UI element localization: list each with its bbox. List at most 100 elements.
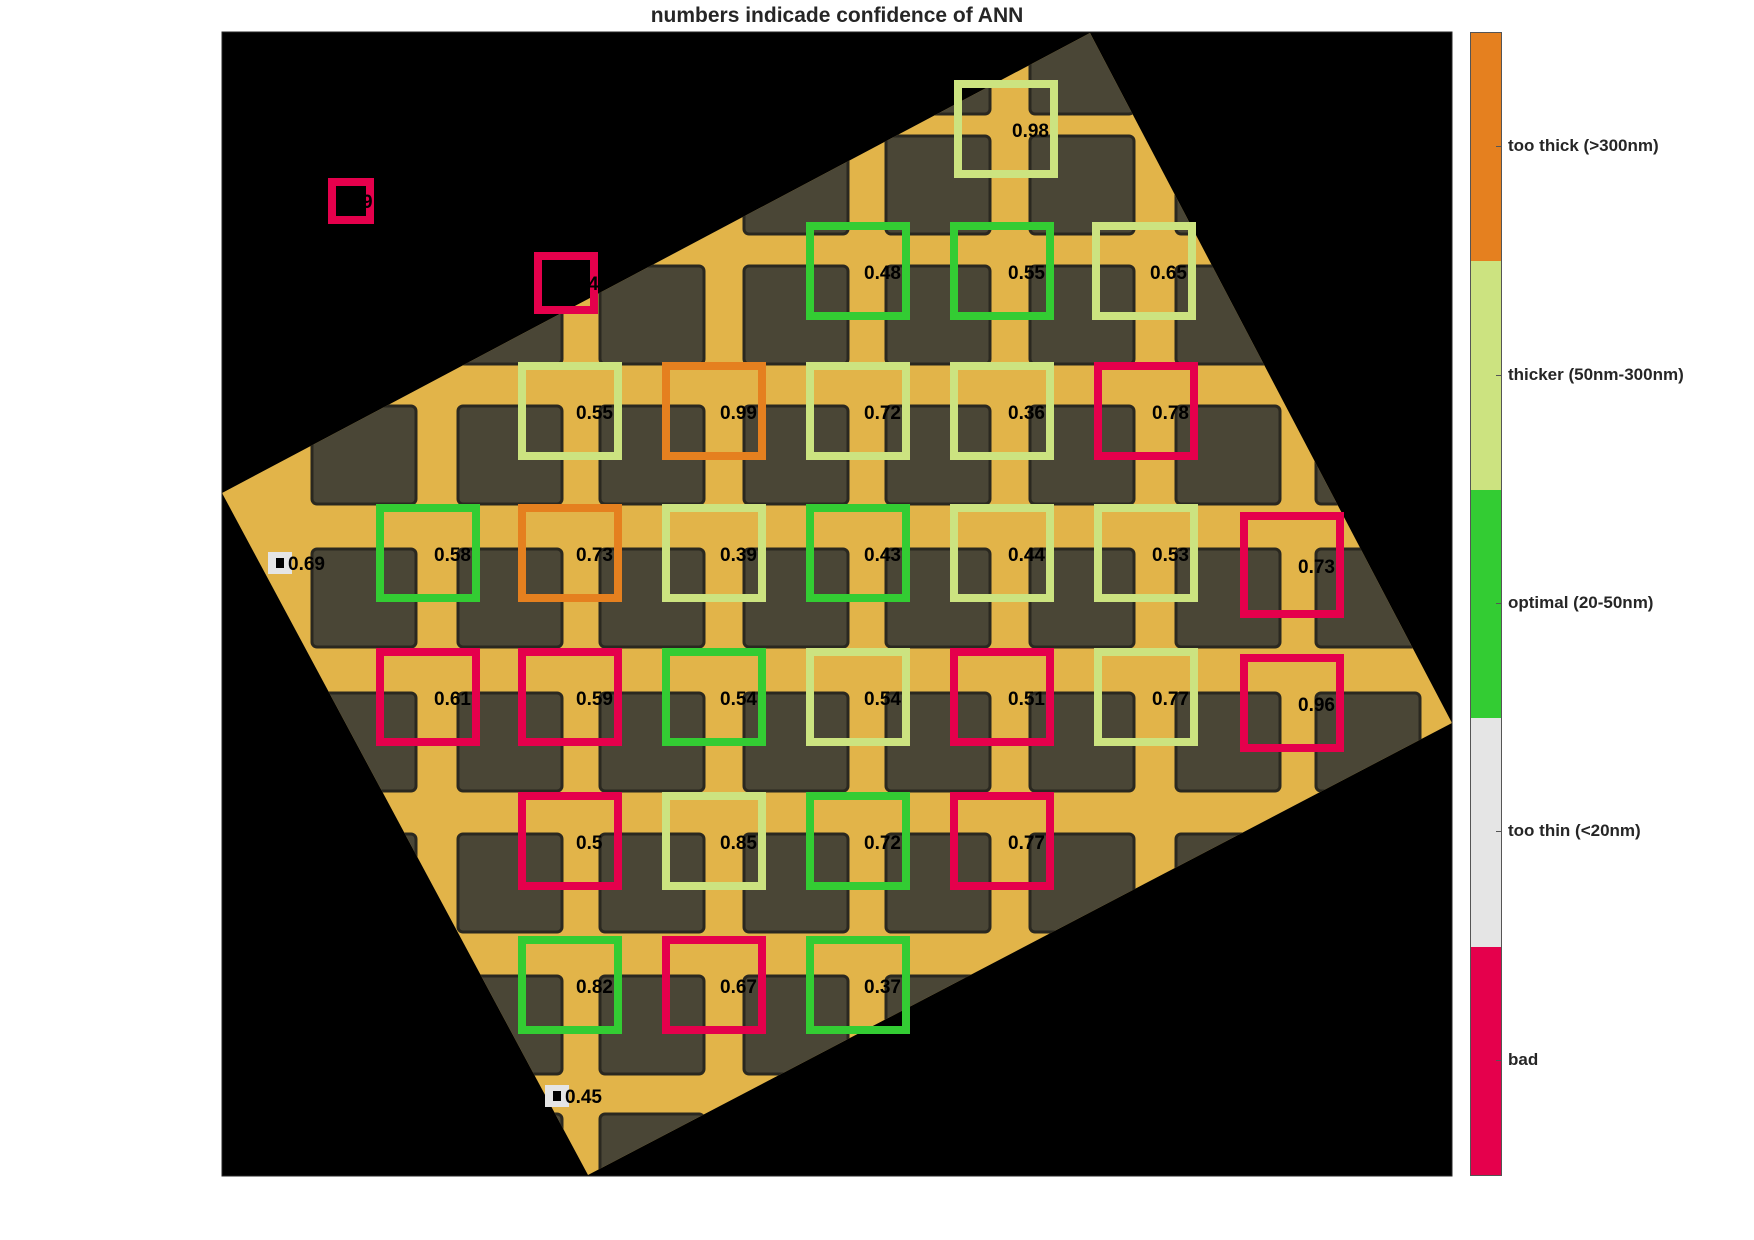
confidence-label: 0.48 bbox=[864, 263, 901, 284]
detection-box: 0.61 bbox=[376, 648, 480, 746]
confidence-label: 0.44 bbox=[1008, 545, 1045, 566]
colorbar-label: too thin (<20nm) bbox=[1508, 821, 1641, 841]
detection-box: 0.5 bbox=[518, 792, 622, 890]
flake-tile bbox=[1028, 134, 1136, 236]
detection-outline bbox=[950, 222, 1054, 320]
detection-box: 0.55 bbox=[950, 222, 1054, 320]
confidence-label: 0.61 bbox=[434, 689, 471, 710]
detection-outline bbox=[662, 648, 766, 746]
detection-outline bbox=[950, 648, 1054, 746]
confidence-label: 0.37 bbox=[864, 977, 901, 998]
detection-box: 0.73 bbox=[518, 504, 622, 602]
detection-outline bbox=[518, 936, 622, 1034]
colorbar-label: bad bbox=[1508, 1049, 1539, 1069]
detection-box: 0.85 bbox=[662, 792, 766, 890]
detection-outline bbox=[518, 648, 622, 746]
axes-frame bbox=[221, 31, 1453, 1177]
detection-outline bbox=[1240, 512, 1344, 618]
detection-box: 4 bbox=[534, 252, 599, 314]
detection-outline bbox=[518, 792, 622, 890]
colorbar-tick bbox=[1496, 603, 1502, 604]
detection-box: 0.69 bbox=[268, 552, 325, 575]
detection-box: 0.37 bbox=[806, 936, 910, 1034]
confidence-label: 0.54 bbox=[864, 689, 901, 710]
detection-box: 0.99 bbox=[662, 362, 766, 460]
colorbar-tick bbox=[1496, 374, 1502, 376]
confidence-label: 0.78 bbox=[1152, 403, 1189, 424]
detection-outline bbox=[534, 252, 598, 314]
detection-outline bbox=[1094, 648, 1198, 746]
colorbar-tick bbox=[1496, 1059, 1502, 1061]
detection-box: 0.44 bbox=[950, 504, 1054, 602]
detection-outline bbox=[376, 504, 480, 602]
confidence-label: 0.5 bbox=[576, 833, 603, 854]
detection-box: 0.82 bbox=[518, 936, 622, 1034]
detection-outline bbox=[662, 504, 766, 602]
detection-box: 0.55 bbox=[518, 362, 622, 460]
flake-tile bbox=[884, 134, 992, 236]
detection-box: 0.59 bbox=[518, 648, 622, 746]
confidence-label: 0.36 bbox=[1008, 403, 1045, 424]
detection-outline bbox=[518, 504, 622, 602]
confidence-label: 0.55 bbox=[576, 403, 613, 424]
confidence-label: 4 bbox=[588, 274, 599, 295]
detection-box: 0.78 bbox=[1094, 362, 1198, 460]
confidence-label: 0.39 bbox=[720, 545, 757, 566]
colorbar-label: optimal (20-50nm) bbox=[1508, 593, 1654, 612]
detection-box: 0.65 bbox=[1092, 222, 1196, 320]
colorbar-label: thicker (50nm-300nm) bbox=[1508, 364, 1684, 384]
detection-box: 0.53 bbox=[1094, 504, 1198, 602]
detection-box: 0.77 bbox=[950, 792, 1054, 890]
detection-box: 0.72 bbox=[806, 362, 910, 460]
confidence-label: 0.67 bbox=[720, 977, 757, 998]
detection-box: 0.67 bbox=[662, 936, 766, 1034]
detection-outline bbox=[950, 362, 1054, 460]
confidence-label: 0.77 bbox=[1008, 833, 1045, 854]
detection-outline bbox=[662, 792, 766, 890]
flake-tile bbox=[598, 264, 706, 366]
colorbar-tick bbox=[1496, 831, 1502, 833]
detection-box: 0.39 bbox=[662, 504, 766, 602]
confidence-label: 0.54 bbox=[720, 689, 757, 710]
detection-outline bbox=[950, 504, 1054, 602]
confidence-label: 0.96 bbox=[1298, 695, 1335, 716]
figure-title: numbers indicade confidence of ANN bbox=[650, 4, 1024, 27]
detection-box: 0.98 bbox=[954, 80, 1058, 178]
confidence-label: 0.82 bbox=[576, 977, 613, 998]
detection-box: 0.54 bbox=[806, 648, 910, 746]
detection-outline bbox=[806, 362, 910, 460]
detection-outline bbox=[328, 178, 374, 224]
detection-box: 9 bbox=[328, 178, 374, 224]
confidence-label: 0.43 bbox=[864, 545, 901, 566]
detection-outline bbox=[806, 222, 910, 320]
detection-box: 0.51 bbox=[950, 648, 1054, 746]
confidence-label: 0.65 bbox=[1150, 263, 1187, 284]
confidence-label: 0.69 bbox=[288, 554, 325, 575]
detection-box: 0.72 bbox=[806, 792, 910, 890]
detection-outline bbox=[806, 648, 910, 746]
detection-box: 0.48 bbox=[806, 222, 910, 320]
confidence-label: 9 bbox=[362, 192, 373, 213]
detection-box: 0.43 bbox=[806, 504, 910, 602]
detection-box: 0.77 bbox=[1094, 648, 1198, 746]
detection-outline bbox=[1094, 504, 1198, 602]
detection-outline bbox=[954, 80, 1058, 178]
colorbar-label: too thick (>300nm) bbox=[1508, 136, 1659, 156]
confidence-label: 0.45 bbox=[565, 1087, 602, 1108]
confidence-label: 0.99 bbox=[720, 403, 757, 424]
detection-outline bbox=[1092, 222, 1196, 320]
detection-outline bbox=[1094, 362, 1198, 460]
confidence-label: 0.77 bbox=[1152, 689, 1189, 710]
detection-outline bbox=[376, 648, 480, 746]
confidence-label: 0.98 bbox=[1012, 121, 1049, 142]
detection-box: 0.54 bbox=[662, 648, 766, 746]
detection-outline bbox=[806, 504, 910, 602]
detection-box: 0.96 bbox=[1240, 654, 1344, 752]
colorbar-tick bbox=[1496, 146, 1502, 148]
detection-outline bbox=[806, 936, 910, 1034]
detection-box: 0.36 bbox=[950, 362, 1054, 460]
detection-box: 0.45 bbox=[545, 1085, 602, 1108]
confidence-label: 0.59 bbox=[576, 689, 613, 710]
detection-box: 0.73 bbox=[1240, 512, 1344, 618]
